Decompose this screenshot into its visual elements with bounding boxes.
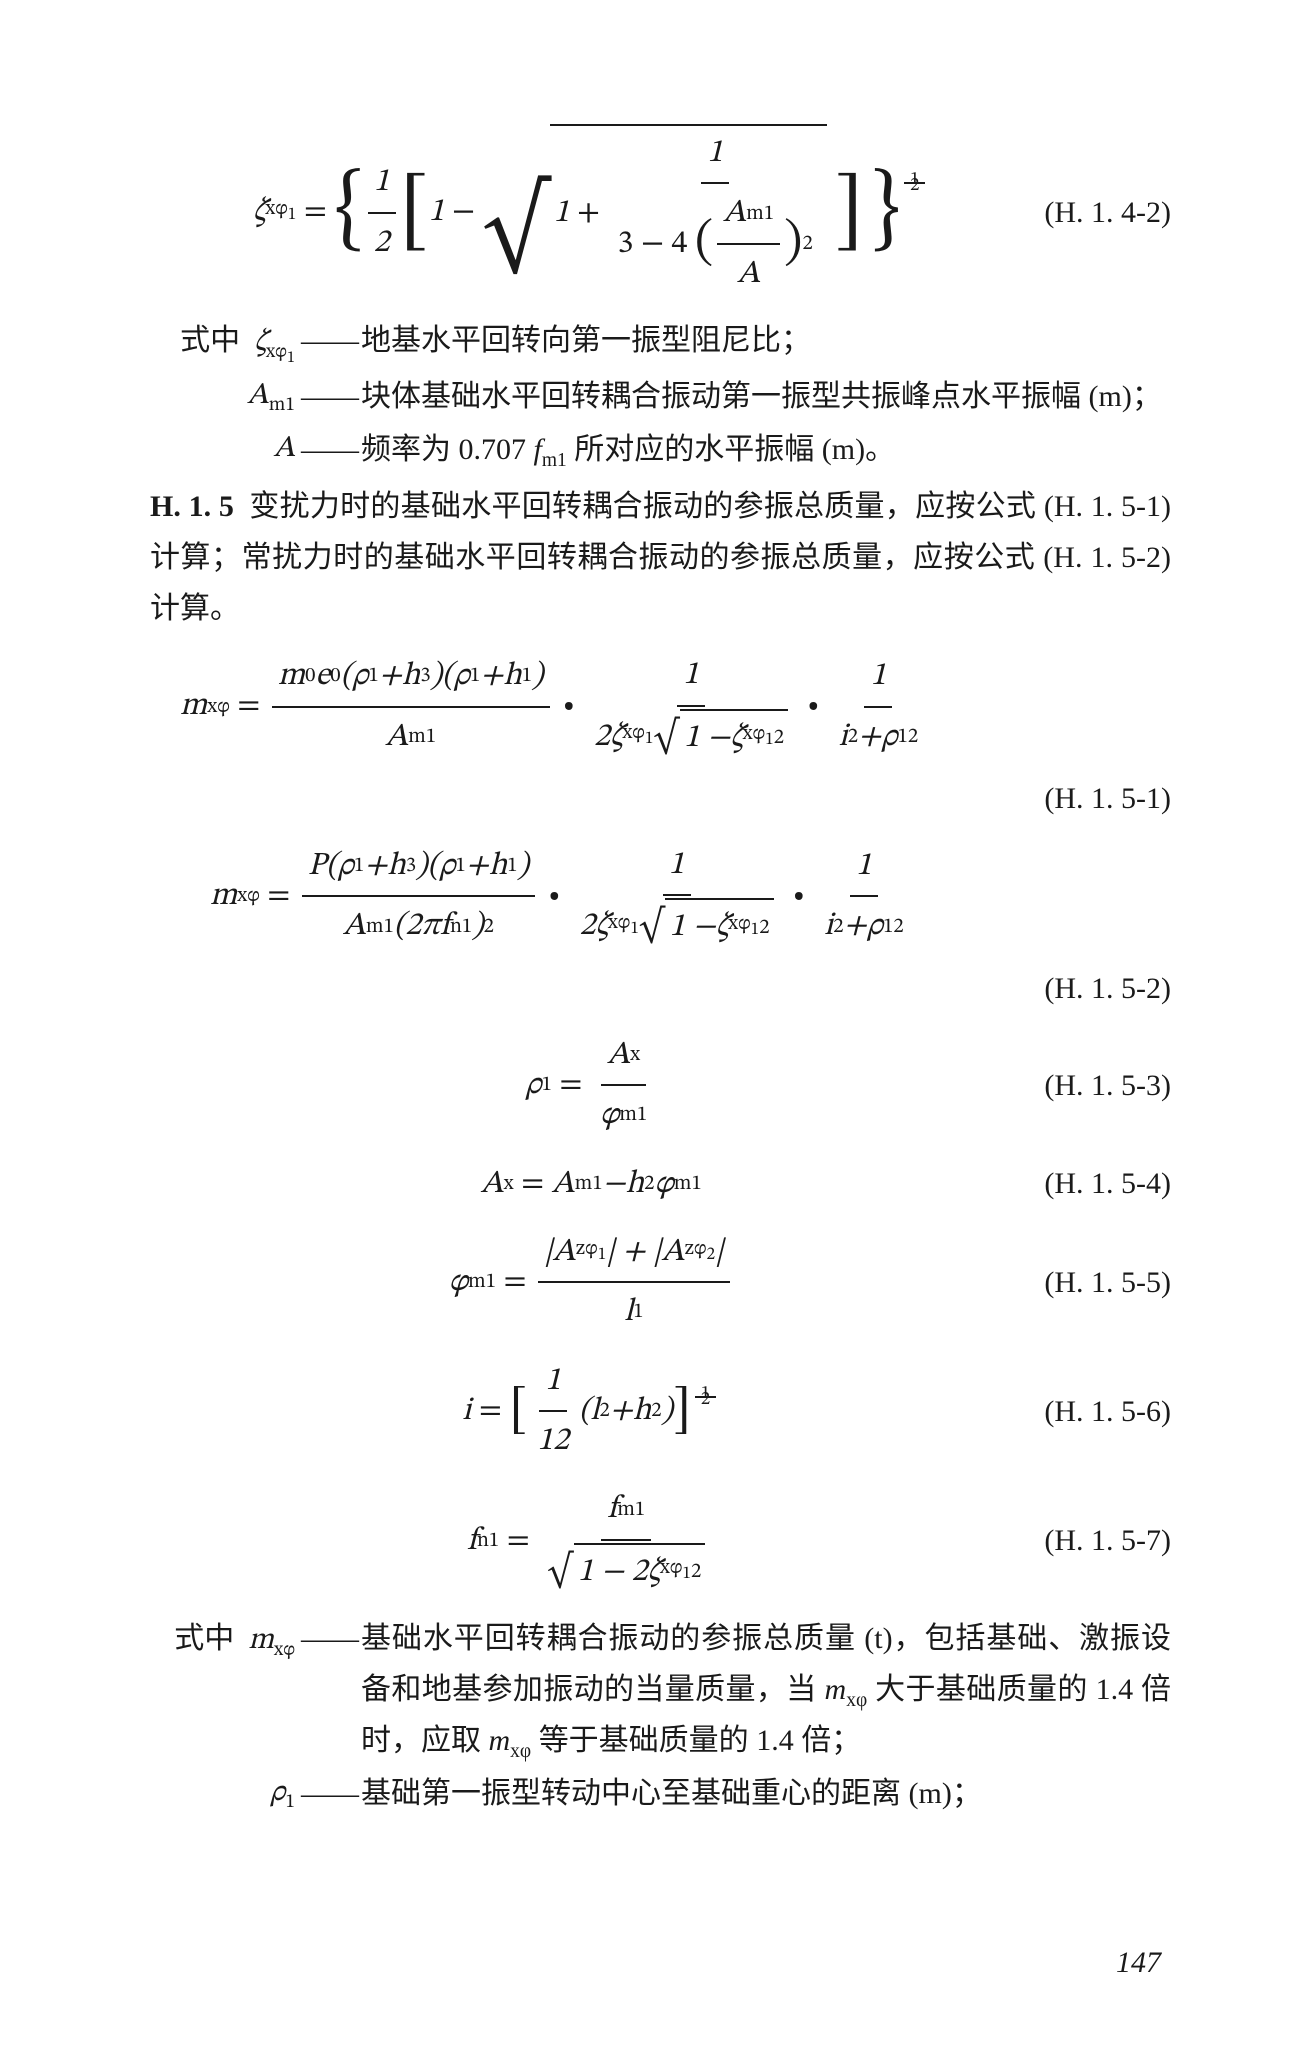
equation-h153: ρ1 = Ax φm1 — [150, 1028, 1032, 1143]
def-row: Am1 —— 块体基础水平回转耦合振动第一振型共振峰点水平振幅 (m)； — [150, 371, 1171, 422]
equation-row-h142: ζxφ1 = { 1 2 [ 1 − √ 1 + 1 3 − 4 — [150, 124, 1171, 301]
def-row: 式中 mxφ —— 基础水平回转耦合振动的参振总质量 (t)，包括基础、激振设备… — [150, 1613, 1171, 1766]
equation-h157: fn1 = fm1 √1 − 2ζxφ12 — [150, 1482, 1032, 1599]
def-row: ρ1 —— 基础第一振型转动中心至基础重心的距离 (m)； — [150, 1768, 1171, 1819]
section-body: 变扰力时的基础水平回转耦合振动的参振总质量，应按公式 (H. 1. 5-1) 计… — [150, 490, 1171, 625]
equation-tag-h157: (H. 1. 5-7) — [1032, 1515, 1171, 1566]
equation-tag-h151: (H. 1. 5-1) — [1032, 773, 1171, 824]
paragraph-h15: H. 1. 5 变扰力时的基础水平回转耦合振动的参振总质量，应按公式 (H. 1… — [150, 481, 1171, 634]
equation-h156: i = [ 112 (l2 + h2) ] 12 — [150, 1354, 1032, 1469]
definitions-where2: 式中 mxφ —— 基础水平回转耦合振动的参振总质量 (t)，包括基础、激振设备… — [150, 1613, 1171, 1819]
equation-tag-h153: (H. 1. 5-3) — [1032, 1060, 1171, 1111]
equation-row-h152: mxφ = P(ρ1+h3)(ρ1+h1) Am1 (2πfn1)2 • 1 2… — [150, 838, 1171, 955]
definitions-where1: 式中 ζxφ1 —— 地基水平回转向第一振型阻尼比； Am1 —— 块体基础水平… — [150, 315, 1171, 475]
equation-h142: ζxφ1 = { 1 2 [ 1 − √ 1 + 1 3 − 4 — [150, 124, 1032, 301]
equation-row-h155: φm1 = |Azφ1| + |Azφ2| l1 (H. 1. 5-5) — [150, 1225, 1171, 1340]
section-head: H. 1. 5 — [150, 490, 234, 523]
equation-row-h151: mxφ = m0e0(ρ1+h3)(ρ1+h1) Am1 • 1 2ζxφ1 √… — [150, 648, 1171, 765]
equation-h151: mxφ = m0e0(ρ1+h3)(ρ1+h1) Am1 • 1 2ζxφ1 √… — [150, 648, 1171, 765]
equation-h155: φm1 = |Azφ1| + |Azφ2| l1 — [150, 1225, 1032, 1340]
def-text: 地基水平回转向第一振型阻尼比； — [361, 315, 1171, 366]
equation-row-h157: fn1 = fm1 √1 − 2ζxφ12 (H. 1. 5-7) — [150, 1482, 1171, 1599]
def-row: A —— 频率为 0.707 fm1 所对应的水平振幅 (m)。 — [150, 424, 1171, 475]
equation-h152: mxφ = P(ρ1+h3)(ρ1+h1) Am1 (2πfn1)2 • 1 2… — [150, 838, 1171, 955]
page: ζxφ1 = { 1 2 [ 1 − √ 1 + 1 3 − 4 — [0, 0, 1291, 2048]
equation-h154: Ax = Am1 − h2φm1 — [150, 1157, 1032, 1211]
page-number: 147 — [1116, 1937, 1161, 1988]
equation-row-h153: ρ1 = Ax φm1 (H. 1. 5-3) — [150, 1028, 1171, 1143]
equation-row-h154: Ax = Am1 − h2φm1 (H. 1. 5-4) — [150, 1157, 1171, 1211]
equation-tag-h152: (H. 1. 5-2) — [1032, 963, 1171, 1014]
equation-tag-h155: (H. 1. 5-5) — [1032, 1257, 1171, 1308]
equation-row-h156: i = [ 112 (l2 + h2) ] 12 (H. 1. 5-6) — [150, 1354, 1171, 1469]
def-row: 式中 ζxφ1 —— 地基水平回转向第一振型阻尼比； — [150, 315, 1171, 369]
dash: —— — [301, 315, 361, 366]
equation-tag-h156: (H. 1. 5-6) — [1032, 1386, 1171, 1437]
equation-tag-h154: (H. 1. 5-4) — [1032, 1158, 1171, 1209]
equation-tag-h142: (H. 1. 4-2) — [1032, 187, 1171, 238]
